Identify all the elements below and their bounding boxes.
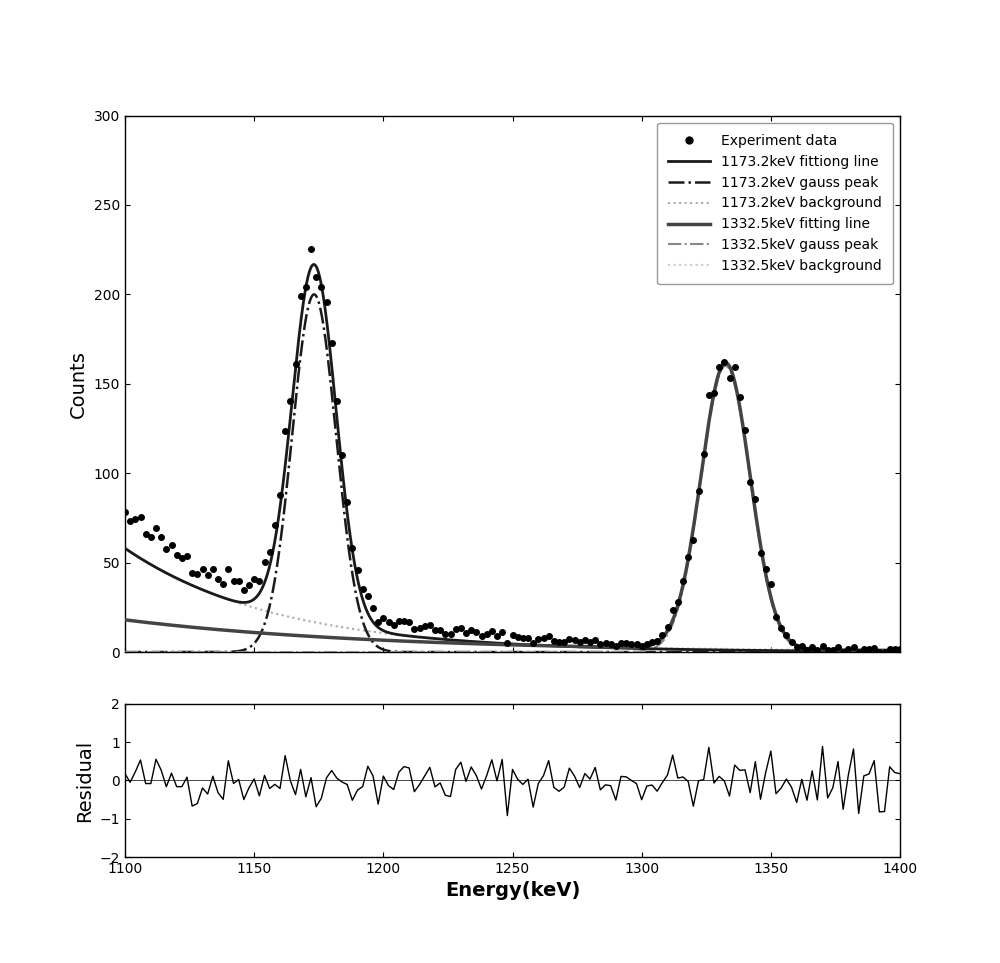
Y-axis label: Counts: Counts [69,350,88,418]
X-axis label: Energy(keV): Energy(keV) [445,881,580,900]
Legend: Experiment data, 1173.2keV fittiong line, 1173.2keV gauss peak, 1173.2keV backgr: Experiment data, 1173.2keV fittiong line… [657,122,893,284]
Y-axis label: Residual: Residual [75,740,94,821]
